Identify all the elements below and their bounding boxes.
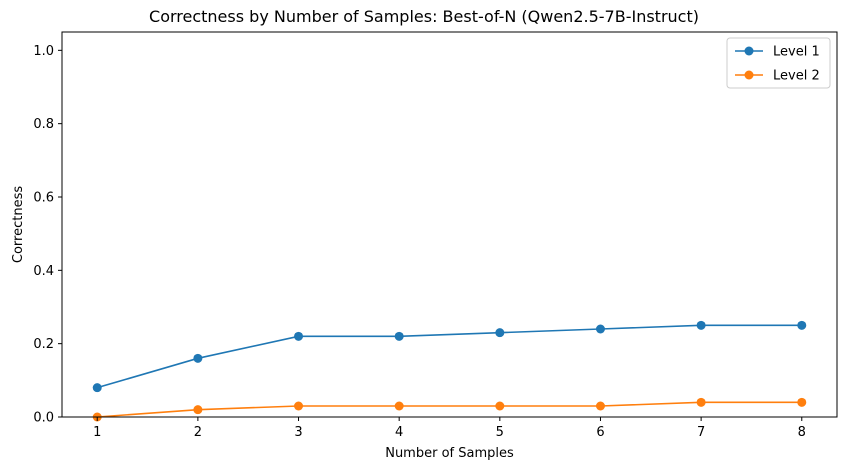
- data-point: [595, 324, 605, 334]
- series-line-1: [97, 324, 802, 389]
- data-point: [696, 320, 706, 330]
- x-tick-label: 7: [697, 425, 705, 440]
- y-tick-label: 0.6: [33, 191, 54, 206]
- legend-label: Level 1: [773, 45, 820, 60]
- y-axis-label: Correctness: [11, 186, 26, 263]
- legend: Level 1 Level 2: [726, 37, 831, 89]
- data-point: [797, 397, 807, 407]
- data-point: [495, 328, 505, 338]
- x-axis: 1 2 3 4 5 6 7 8: [93, 417, 806, 440]
- data-point: [294, 331, 304, 341]
- data-point: [595, 401, 605, 411]
- data-point: [193, 353, 203, 363]
- x-tick-label: 1: [93, 425, 101, 440]
- x-tick-label: 6: [596, 425, 604, 440]
- data-point: [495, 401, 505, 411]
- x-tick-label: 5: [496, 425, 504, 440]
- x-tick-label: 4: [395, 425, 403, 440]
- legend-label: Level 2: [773, 69, 820, 84]
- legend-marker: [744, 46, 754, 56]
- y-tick-label: 0.4: [33, 264, 54, 279]
- y-tick-label: 1.0: [33, 44, 54, 59]
- legend-marker: [744, 70, 754, 80]
- x-axis-label: Number of Samples: [385, 446, 514, 461]
- x-tick-label: 8: [798, 425, 806, 440]
- y-tick-label: 0.0: [33, 411, 54, 426]
- y-axis: 0.0 0.2 0.4 0.6 0.8 1.0: [33, 44, 62, 426]
- data-point: [394, 401, 404, 411]
- data-point: [294, 401, 304, 411]
- data-point: [797, 320, 807, 330]
- plot-frame: [61, 31, 838, 418]
- y-tick-label: 0.8: [33, 117, 54, 132]
- x-tick-label: 3: [294, 425, 302, 440]
- data-point: [92, 383, 102, 393]
- series-line-2: [97, 401, 802, 418]
- chart-title: Correctness by Number of Samples: Best-o…: [149, 7, 699, 26]
- data-point: [696, 397, 706, 407]
- data-point: [193, 405, 203, 415]
- x-tick-label: 2: [194, 425, 202, 440]
- plot-area: [92, 320, 807, 422]
- data-point: [394, 331, 404, 341]
- y-tick-label: 0.2: [33, 337, 54, 352]
